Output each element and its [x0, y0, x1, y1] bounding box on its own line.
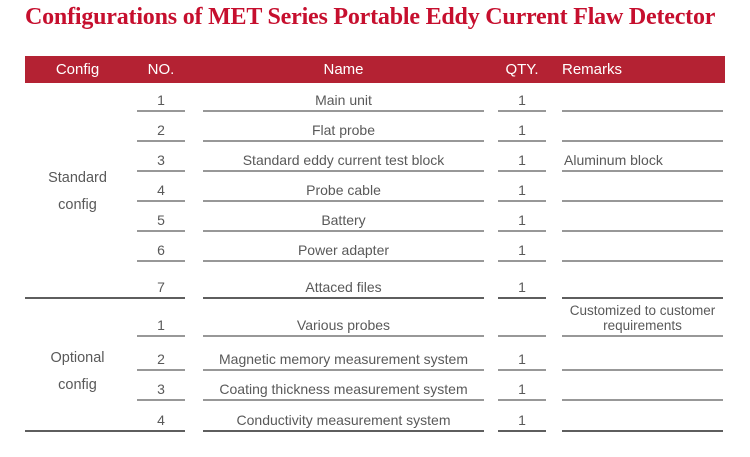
header-qty: QTY. [505, 61, 539, 78]
no-cell: 5 [137, 202, 185, 232]
table-row: 1 Main unit 1 [25, 83, 725, 112]
qty-cell: 1 [518, 412, 526, 428]
no-cell: 4 [137, 172, 185, 202]
table-row: 4 Conductivity measurement system 1 [25, 401, 725, 430]
section-label-optional-config: Optional config [25, 345, 130, 399]
config-table: 1 Main unit 1 2 Flat probe 1 3 Standard … [25, 83, 725, 432]
remarks-cell [562, 337, 723, 371]
qty-cell [498, 299, 546, 337]
table-header: Config NO. Name QTY. Remarks [25, 56, 725, 83]
name-cell: Conductivity measurement system [236, 412, 451, 428]
no-cell: 1 [137, 299, 185, 337]
qty-cell: 1 [498, 202, 546, 232]
header-name: Name [323, 61, 364, 78]
section-label-line: config [58, 377, 97, 393]
name-cell: Power adapter [203, 232, 484, 262]
no-cell: 1 [137, 83, 185, 112]
remarks-cell: Customized to customer requirements [562, 299, 723, 337]
qty-cell: 1 [498, 83, 546, 112]
table-row: 6 Power adapter 1 [25, 232, 725, 262]
remarks-cell [562, 172, 723, 202]
table-row: 3 Coating thickness measurement system 1 [25, 371, 725, 401]
qty-cell: 1 [518, 279, 526, 295]
name-cell: Flat probe [203, 112, 484, 142]
no-cell: 3 [137, 371, 185, 401]
divider-segment [25, 430, 185, 432]
remarks-cell [562, 262, 723, 297]
table-row: 2 Magnetic memory measurement system 1 [25, 337, 725, 371]
section-label-line: Standard [48, 170, 107, 186]
name-cell: Battery [203, 202, 484, 232]
section-label-line: config [58, 197, 97, 213]
divider-segment [25, 297, 185, 299]
section-label-line: Optional [50, 350, 105, 366]
page-title: Configurations of MET Series Portable Ed… [25, 4, 716, 30]
section-divider [25, 297, 725, 299]
qty-cell: 1 [498, 232, 546, 262]
qty-cell: 1 [498, 112, 546, 142]
no-cell: 6 [137, 232, 185, 262]
divider-segment [498, 430, 546, 432]
qty-cell: 1 [498, 172, 546, 202]
no-cell: 7 [157, 279, 165, 295]
table-row: 4 Probe cable 1 [25, 172, 725, 202]
divider-segment [562, 430, 723, 432]
remarks-cell [562, 202, 723, 232]
section-label-standard-config: Standard config [25, 165, 130, 219]
remarks-cell [562, 112, 723, 142]
table-row: 7 Attaced files 1 [25, 262, 725, 297]
name-cell: Coating thickness measurement system [203, 371, 484, 401]
header-config: Config [55, 61, 100, 78]
no-cell: 3 [137, 142, 185, 172]
remarks-cell [562, 83, 723, 112]
no-cell: 2 [137, 112, 185, 142]
remarks-cell: Aluminum block [562, 142, 723, 172]
table-row: 2 Flat probe 1 [25, 112, 725, 142]
name-cell: Probe cable [203, 172, 484, 202]
name-cell: Magnetic memory measurement system [203, 337, 484, 371]
table-row: 3 Standard eddy current test block 1 Alu… [25, 142, 725, 172]
divider-segment [498, 297, 546, 299]
divider-segment [203, 430, 484, 432]
name-cell: Main unit [203, 83, 484, 112]
divider-segment [562, 297, 723, 299]
qty-cell: 1 [498, 371, 546, 401]
section-divider [25, 430, 725, 432]
name-cell: Attaced files [305, 279, 382, 295]
qty-cell: 1 [498, 142, 546, 172]
header-remarks: Remarks [562, 61, 623, 78]
remarks-cell [562, 232, 723, 262]
no-cell: 2 [137, 337, 185, 371]
name-cell: Standard eddy current test block [203, 142, 484, 172]
name-cell: Various probes [203, 299, 484, 337]
header-no: NO. [147, 61, 175, 78]
table-row: 5 Battery 1 [25, 202, 725, 232]
remarks-cell [562, 401, 723, 430]
no-cell: 4 [157, 412, 165, 428]
qty-cell: 1 [498, 337, 546, 371]
remarks-cell [562, 371, 723, 401]
table-row: 1 Various probes Customized to customer … [25, 299, 725, 337]
divider-segment [203, 297, 484, 299]
